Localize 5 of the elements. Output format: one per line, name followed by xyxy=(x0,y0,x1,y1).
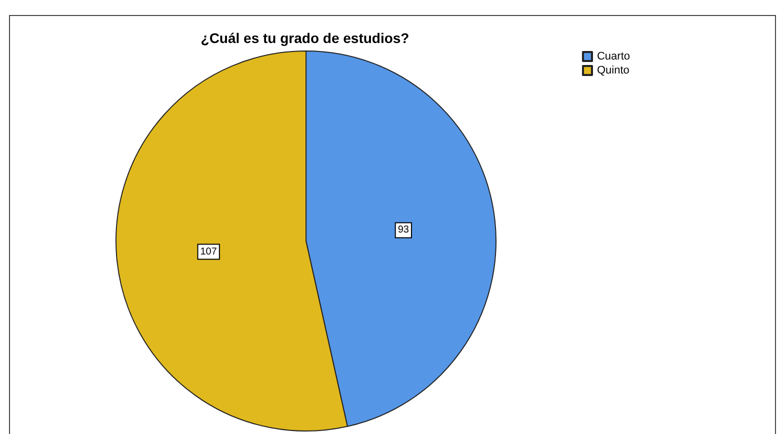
chart-title: ¿Cuál es tu grado de estudios? xyxy=(200,30,410,46)
data-label: 107 xyxy=(200,246,218,258)
legend-label: Cuarto xyxy=(596,50,630,62)
legend-label: Quinto xyxy=(596,64,630,76)
data-label: 93 xyxy=(398,224,410,236)
